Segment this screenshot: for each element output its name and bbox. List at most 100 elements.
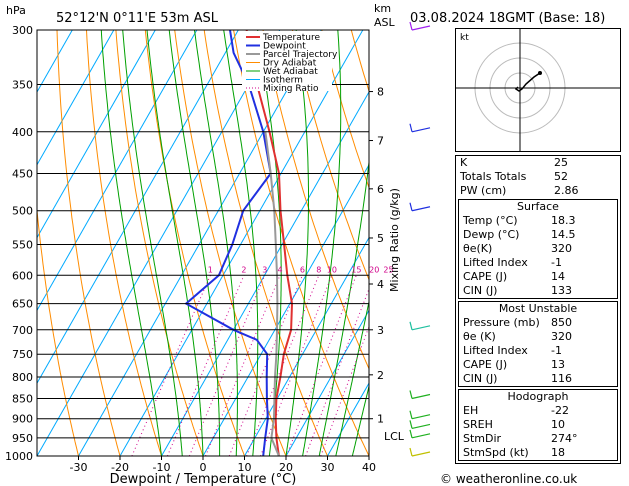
wind-barb-flag: [409, 123, 413, 132]
km-tick-label: 8: [377, 86, 384, 99]
plot-frame: [36, 29, 370, 457]
pressure-unit-label: hPa: [6, 4, 26, 17]
x-tick-label: 30: [321, 461, 335, 474]
hodograph-row: StmDir 274°: [463, 432, 578, 445]
isotherm-line: [161, 90, 369, 456]
mixing-ratio-line: [166, 275, 245, 456]
most-unstable-title: Most Unstable: [498, 302, 578, 315]
isotherm-line: [285, 309, 369, 456]
pressure-tick-label: 700: [12, 324, 33, 337]
wind-barb-flag: [409, 202, 413, 211]
pressure-tick-label: 1000: [5, 450, 33, 463]
wind-barb: [411, 423, 431, 430]
hodograph-row: StmSpd (kt) 18: [463, 446, 565, 459]
wet-adiabat-line: [168, 30, 221, 456]
km-tick-label: 5: [377, 232, 384, 245]
surface-box: Surface Temp (°C) 18.3 Dewp (°C) 14.5 θe(K) 3…: [458, 199, 618, 299]
wind-barb: [411, 127, 431, 133]
k-row: K 25: [460, 156, 568, 169]
wind-barb-flag: [409, 447, 413, 457]
mixing-ratio-label: 4: [277, 265, 282, 274]
legend-label: Mixing Ratio: [263, 84, 319, 94]
isotherm-line: [37, 30, 156, 239]
legend-label: Dry Adiabat: [263, 59, 317, 69]
x-tick-label: 10: [238, 461, 252, 474]
location-label: 52°12'N 0°11'E 53m ASL: [56, 11, 219, 26]
hodograph-row: EH -22: [463, 404, 569, 417]
hodograph-box: Hodograph EH -22 SREH 10 StmDir 274° StmSpd (k…: [458, 389, 618, 461]
copyright-text: © weatheronline.co.uk: [440, 472, 578, 486]
km-tick-label: 3: [377, 324, 384, 337]
wind-barb: [411, 433, 431, 439]
wind-barb: [411, 325, 431, 331]
most-unstable-row: CAPE (J) 13: [463, 358, 565, 371]
dry-adiabat-line: [86, 30, 162, 456]
isotherm-line: [78, 30, 322, 456]
stats-table: K 25 Totals Totals 52 PW (cm) 2.86 Surface …: [455, 155, 621, 464]
pressure-tick-label: 900: [12, 413, 33, 426]
surface-row: Temp (°C) 18.3: [463, 214, 576, 227]
wet-adiabat-line: [335, 299, 369, 456]
wind-barb: [411, 414, 431, 420]
pressure-tick-label: 800: [12, 371, 33, 384]
dry-adiabat-line: [37, 205, 79, 456]
km-tick-label: 2: [377, 369, 384, 382]
isotherm-line: [202, 163, 369, 456]
wind-barb-flag: [409, 420, 413, 429]
mixing-ratio-line: [320, 325, 369, 456]
km-unit-label: km: [374, 2, 391, 15]
datetime-label: 03.08.2024 18GMT (Base: 18): [410, 11, 605, 26]
pw-row: PW (cm) 2.86: [460, 184, 579, 197]
isotherm-line: [37, 30, 73, 93]
mixing-ratio-line: [188, 275, 266, 456]
legend-label: Wet Adiabat: [263, 67, 318, 77]
surface-row: CAPE (J) 14: [463, 270, 565, 283]
pressure-tick-label: 650: [12, 298, 33, 311]
isotherm-line: [244, 236, 369, 456]
x-tick-label: -10: [153, 461, 171, 474]
pressure-tick-label: 600: [12, 269, 33, 282]
surface-row: CIN (J) 133: [463, 284, 572, 297]
wind-barb: [411, 25, 431, 31]
x-tick-label: 40: [362, 461, 376, 474]
surface-row: Lifted Index -1: [463, 256, 562, 269]
wind-barb-flag: [409, 410, 413, 419]
pressure-tick-label: 450: [12, 167, 33, 180]
x-tick-label: -30: [70, 461, 88, 474]
isotherm-line: [37, 30, 281, 456]
isotherm-line: [37, 30, 239, 385]
asl-unit-label: ASL: [374, 16, 396, 29]
isotherm-line: [37, 30, 115, 166]
legend-label: Temperature: [262, 33, 320, 43]
hodograph-row: SREH 10: [463, 418, 565, 431]
hodograph: kt: [455, 28, 621, 152]
wind-barb-flag: [409, 390, 413, 399]
wet-adiabat-line: [318, 158, 369, 456]
mixing-ratio-line: [286, 275, 357, 456]
hodograph-title: Hodograph: [507, 390, 569, 403]
totals-row: Totals Totals 52: [460, 170, 568, 183]
most-unstable-row: CIN (J) 116: [463, 372, 572, 385]
legend-label: Isotherm: [263, 76, 303, 86]
wet-adiabat-line: [351, 383, 369, 456]
x-axis-label: Dewpoint / Temperature (°C): [110, 472, 297, 486]
km-tick-label: 1: [377, 413, 384, 426]
x-tick-label: 0: [200, 461, 207, 474]
km-tick-label: 6: [377, 183, 384, 196]
hodograph-unit: kt: [460, 33, 469, 43]
pressure-tick-label: 350: [12, 79, 33, 92]
dry-adiabat-line: [291, 30, 369, 281]
legend-label: Dewpoint: [263, 42, 306, 52]
pressure-tick-label: 400: [12, 126, 33, 139]
wet-adiabat-line: [194, 30, 238, 456]
lcl-label: LCL: [384, 430, 405, 443]
legend-label: Parcel Trajectory: [263, 50, 338, 60]
pressure-tick-label: 300: [12, 24, 33, 37]
hodograph-trace: [514, 72, 541, 92]
most-unstable-box: Most Unstable Pressure (mb) 850 θe (K) 320 L…: [458, 301, 618, 387]
mixing-ratio-label: 1: [208, 265, 213, 274]
dry-adiabat-line: [321, 30, 369, 189]
mixing-ratio-axis-label: Mixing Ratio (g/kg): [388, 188, 401, 292]
surface-row: θe(K) 320: [463, 242, 572, 255]
